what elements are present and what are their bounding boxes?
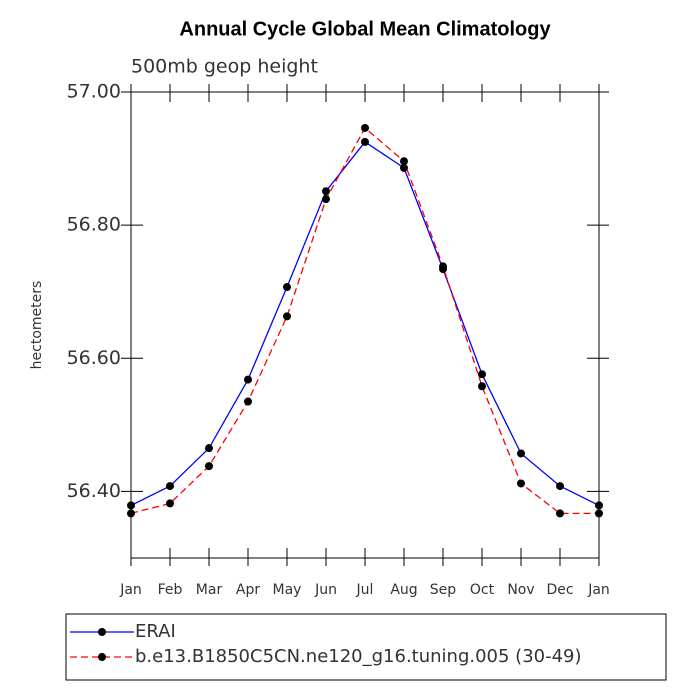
y-tick-label: 57.00 — [67, 81, 121, 103]
x-tick-label: Dec — [546, 582, 573, 598]
legend-marker — [98, 628, 106, 636]
point — [439, 262, 447, 271]
x-tick-label: Sep — [430, 582, 457, 598]
y-tick-label: 56.80 — [67, 214, 121, 236]
y-tick-label: 56.60 — [67, 347, 121, 369]
point — [283, 312, 291, 321]
y-tick-label: 56.40 — [67, 480, 121, 502]
x-tick-label: Apr — [236, 582, 260, 598]
legend-marker — [98, 653, 106, 661]
x-tick-label: Jun — [314, 582, 337, 598]
x-tick-label: Oct — [470, 582, 495, 598]
legend-box — [65, 613, 667, 681]
legend-label: b.e13.B1850C5CN.ne120_g16.tuning.005 (30… — [135, 646, 582, 667]
point — [361, 137, 369, 146]
x-tick-label: Jan — [587, 582, 610, 598]
point — [400, 163, 408, 172]
x-tick-label: Feb — [158, 582, 183, 598]
x-tick-label: Jan — [119, 582, 142, 598]
x-tick-label: Aug — [390, 582, 417, 598]
x-tick-label: Jul — [356, 582, 374, 598]
x-tick-label: Nov — [507, 582, 534, 598]
legend-label: ERAI — [135, 621, 176, 642]
series-line — [130, 141, 600, 506]
subtitle: 500mb geop height — [131, 56, 318, 78]
plot-frame — [130, 91, 600, 559]
point — [478, 370, 486, 379]
point — [166, 482, 174, 491]
point — [283, 283, 291, 292]
point — [244, 375, 252, 384]
x-tick-label: May — [273, 582, 302, 598]
point — [595, 509, 603, 518]
point — [166, 499, 174, 508]
y-axis-label: hectometers — [29, 281, 45, 370]
point — [517, 479, 525, 488]
point — [127, 509, 135, 518]
chart-title: Annual Cycle Global Mean Climatology — [179, 18, 551, 40]
point — [205, 444, 213, 453]
point — [556, 482, 564, 491]
point — [322, 187, 330, 196]
point — [556, 509, 564, 518]
point — [517, 449, 525, 458]
point — [595, 501, 603, 510]
point — [127, 501, 135, 510]
point — [478, 382, 486, 391]
point — [205, 462, 213, 471]
x-tick-label: Mar — [196, 582, 223, 598]
point — [322, 195, 330, 204]
point — [244, 397, 252, 406]
point — [400, 157, 408, 166]
point — [361, 123, 369, 132]
